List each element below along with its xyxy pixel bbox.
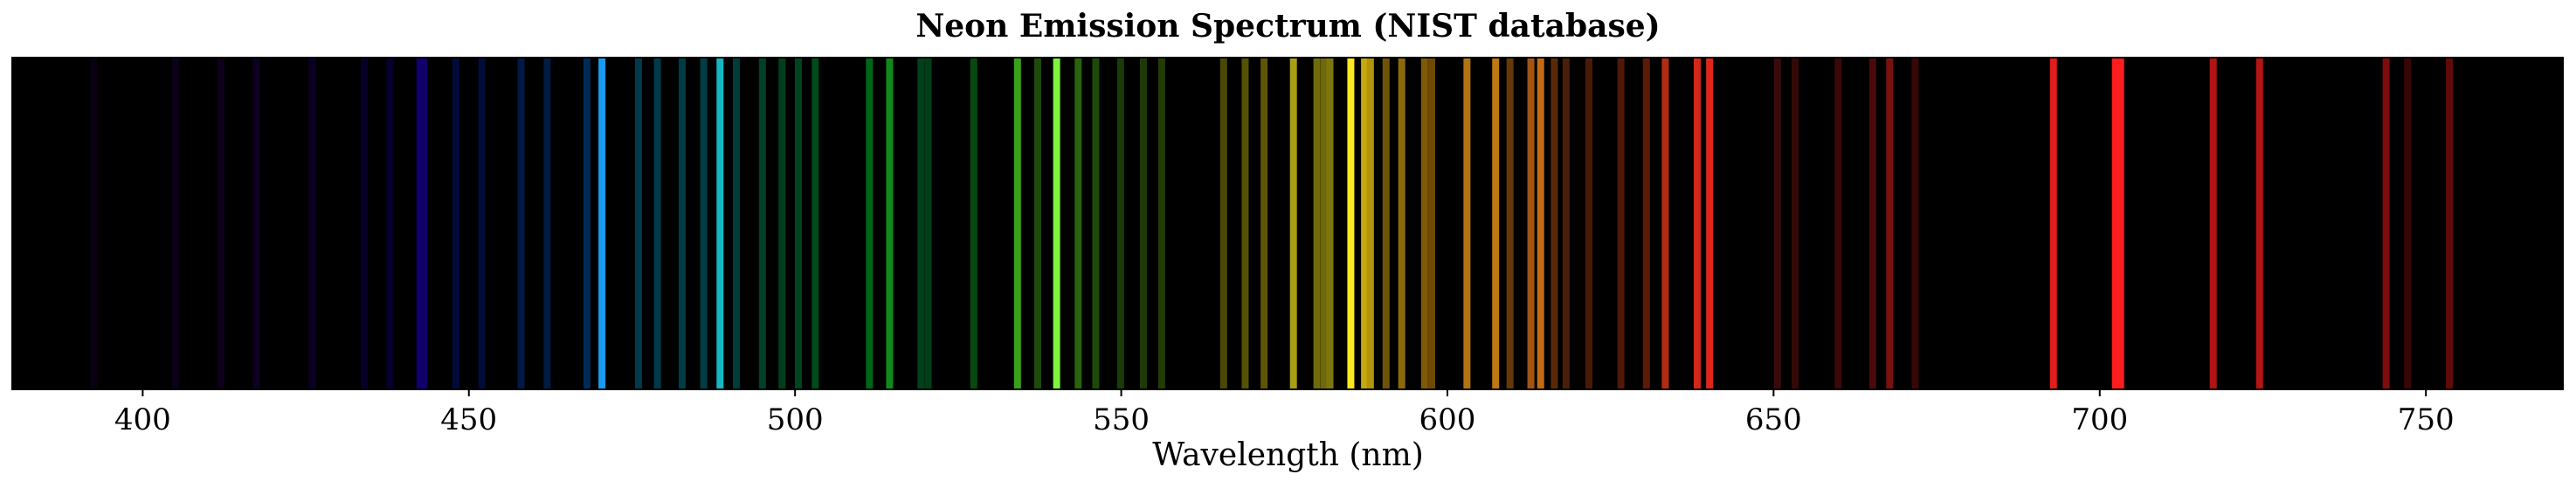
spectral-line: [1289, 58, 1297, 389]
spectral-line: [886, 58, 894, 389]
spectral-line: [420, 58, 428, 389]
plot-frame: [11, 57, 2564, 390]
spectral-line: [1550, 58, 1558, 389]
spectral-line: [1693, 58, 1701, 389]
spectral-line: [1382, 58, 1390, 389]
spectral-line: [2117, 58, 2124, 389]
spectral-line: [1074, 58, 1082, 389]
spectral-line: [517, 58, 525, 389]
plot-area: [11, 57, 2564, 390]
x-tick-label: 400: [114, 402, 171, 437]
spectral-line: [2209, 58, 2217, 389]
spectral-line: [1706, 58, 1714, 389]
spectral-line: [308, 58, 316, 389]
spectral-line: [700, 58, 708, 389]
spectral-line: [452, 58, 459, 389]
x-tick-label: 500: [767, 402, 824, 437]
spectral-lines: [90, 58, 2454, 389]
spectral-line: [1911, 58, 1919, 389]
spectral-line: [1361, 58, 1369, 389]
spectral-line: [2446, 58, 2454, 389]
spectral-line: [1420, 58, 1428, 389]
spectral-line: [1092, 58, 1100, 389]
spectral-line: [386, 58, 394, 389]
spectral-line: [1053, 58, 1060, 389]
spectral-line: [778, 58, 786, 389]
x-tick-label: 700: [2071, 402, 2128, 437]
spectral-line: [1868, 58, 1876, 389]
chart-title: Neon Emission Spectrum (NIST database): [915, 8, 1660, 45]
spectral-line: [2382, 58, 2390, 389]
spectral-line: [1834, 58, 1842, 389]
spectral-line: [1585, 58, 1593, 389]
spectral-line: [1562, 58, 1570, 389]
spectral-line: [1366, 58, 1374, 389]
x-axis-ticks: 400 450 500 550 600 650 700 750: [114, 389, 2455, 437]
spectral-line: [543, 58, 551, 389]
x-axis-label: Wavelength (nm): [1152, 437, 1424, 473]
spectral-line: [1886, 58, 1894, 389]
spectral-line: [1013, 58, 1021, 389]
spectral-line: [1347, 58, 1355, 389]
spectral-line: [1537, 58, 1544, 389]
spectral-line: [1033, 58, 1041, 389]
spectral-line: [416, 58, 424, 389]
spectral-line: [917, 58, 925, 389]
spectral-line: [794, 58, 802, 389]
spectral-line: [1320, 58, 1328, 389]
spectral-line: [758, 58, 766, 389]
spectrum-background: [12, 58, 2563, 389]
spectral-line: [478, 58, 486, 389]
spectral-line: [1139, 58, 1147, 389]
spectral-line: [1792, 58, 1799, 389]
spectral-line: [678, 58, 686, 389]
x-tick-label: 600: [1419, 402, 1476, 437]
spectral-line: [970, 58, 977, 389]
spectral-line: [1260, 58, 1268, 389]
spectral-line: [2255, 58, 2263, 389]
spectral-line: [634, 58, 642, 389]
spectral-line: [1661, 58, 1669, 389]
spectral-line: [598, 58, 606, 389]
spectral-line: [252, 58, 260, 389]
x-tick-label: 450: [440, 402, 497, 437]
spectral-line: [1398, 58, 1405, 389]
spectral-line: [1527, 58, 1535, 389]
spectral-line: [1157, 58, 1165, 389]
spectral-line: [1463, 58, 1471, 389]
spectral-line: [2404, 58, 2412, 389]
spectral-line: [1506, 58, 1514, 389]
spectral-line: [1241, 58, 1249, 389]
spectral-line: [2111, 58, 2119, 389]
spectral-line: [1326, 58, 1334, 389]
spectral-line: [1492, 58, 1500, 389]
spectral-line: [1116, 58, 1124, 389]
x-tick-label: 750: [2398, 402, 2455, 437]
spectral-line: [171, 58, 179, 389]
spectral-line: [811, 58, 819, 389]
spectral-line: [217, 58, 224, 389]
spectral-line: [653, 58, 661, 389]
spectral-line: [1219, 58, 1227, 389]
spectral-line: [924, 58, 932, 389]
spectral-line: [732, 58, 740, 389]
x-tick-label: 550: [1093, 402, 1150, 437]
spectral-line: [583, 58, 590, 389]
spectral-line: [361, 58, 369, 389]
spectral-line: [1773, 58, 1781, 389]
spectral-line: [1313, 58, 1321, 389]
spectral-line: [90, 58, 98, 389]
spectral-line: [1428, 58, 1436, 389]
spectral-line: [2049, 58, 2057, 389]
spectral-line: [716, 58, 724, 389]
spectral-line: [1617, 58, 1625, 389]
x-tick-label: 650: [1745, 402, 1802, 437]
spectral-line: [866, 58, 874, 389]
spectral-line: [1642, 58, 1650, 389]
